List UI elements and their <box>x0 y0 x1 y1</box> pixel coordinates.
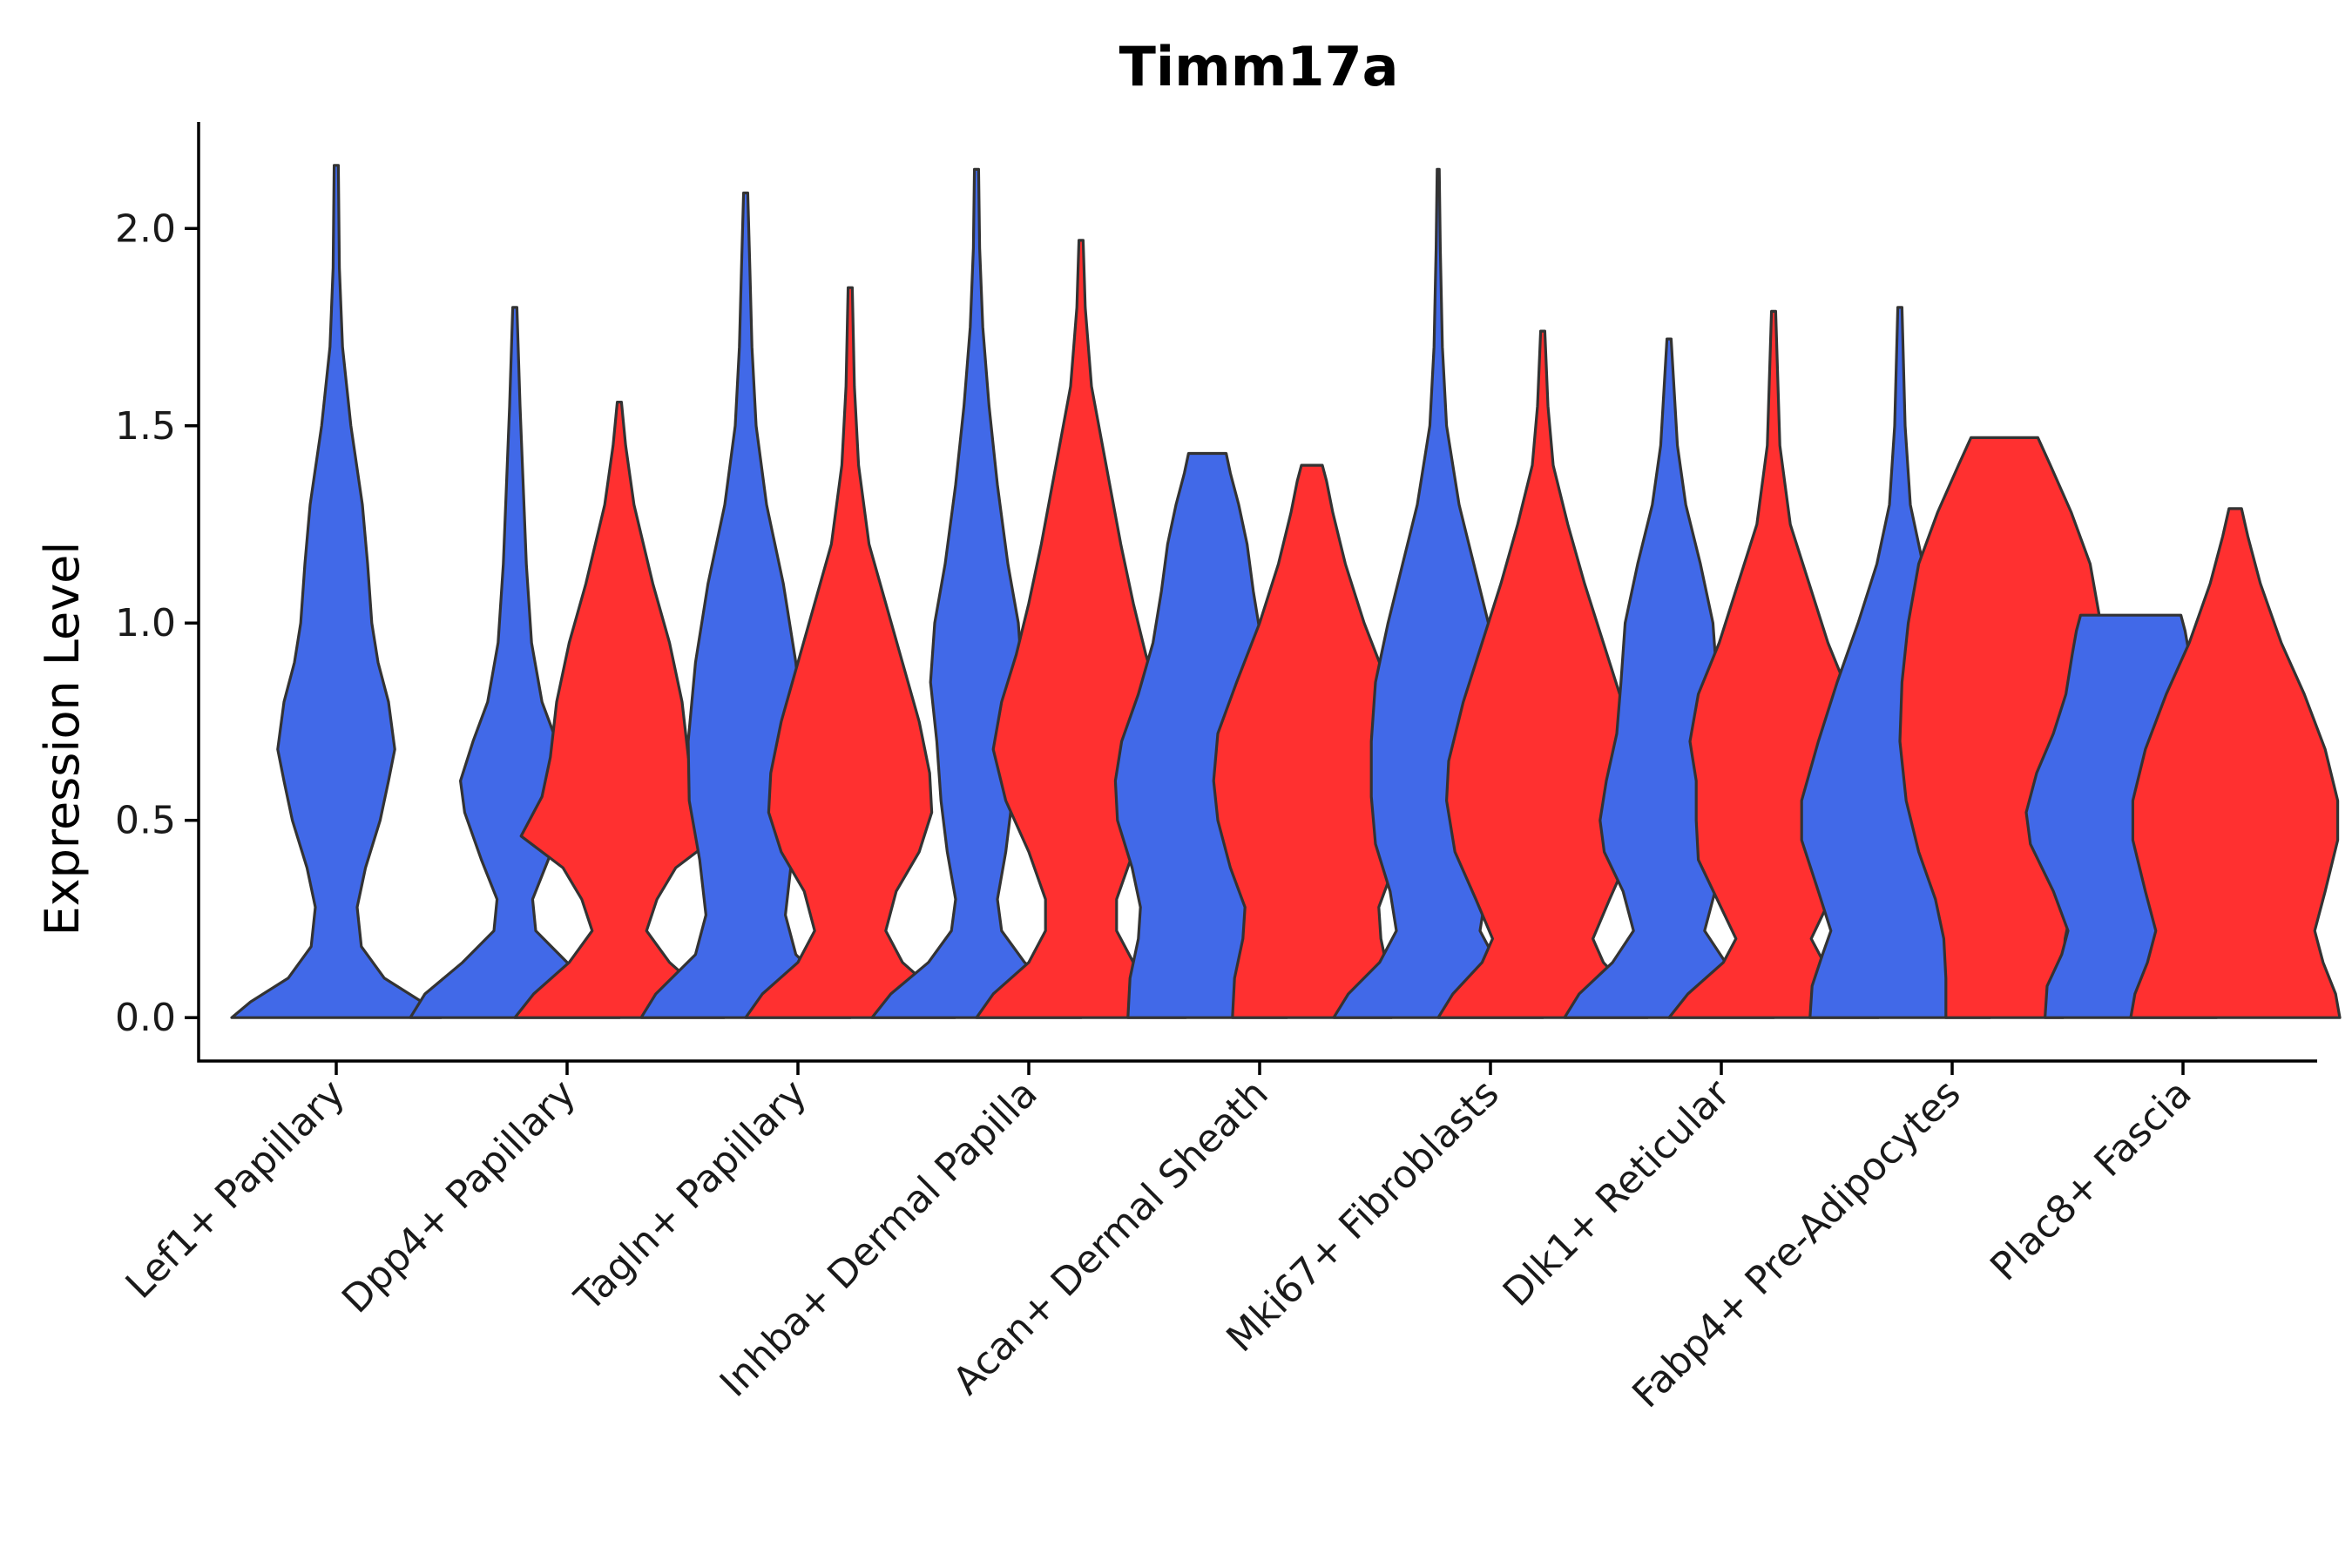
violin-blue-1 <box>409 306 621 1019</box>
y-axis-label: Expression Level <box>35 542 90 936</box>
x-tick-label: Dlk1+ Reticular <box>1495 1071 1740 1315</box>
x-tick-label: Dpp4+ Papillary <box>334 1071 585 1322</box>
x-tick-label: Tagln+ Papillary <box>566 1071 815 1321</box>
violin-red-2 <box>744 286 956 1019</box>
x-tick-label: Lef1+ Papillary <box>118 1071 354 1308</box>
violin-red-1 <box>513 401 726 1019</box>
y-tick-label: 0.0 <box>115 996 176 1040</box>
violin-blue-3 <box>870 167 1083 1019</box>
violin-blue-0 <box>230 164 443 1019</box>
y-tick-label: 0.5 <box>115 799 176 843</box>
y-tick-label: 1.0 <box>115 601 176 645</box>
y-tick-label: 1.5 <box>115 404 176 449</box>
axis-lines <box>197 122 2317 1063</box>
y-tick-label: 2.0 <box>115 206 176 251</box>
violin-red-8 <box>2129 507 2342 1019</box>
chart-title: Timm17a <box>1119 35 1399 98</box>
x-tick-label: Plac8+ Fascia <box>1982 1071 2200 1290</box>
